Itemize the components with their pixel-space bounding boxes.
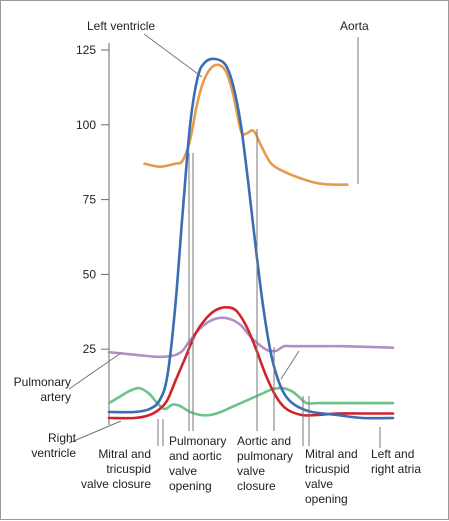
y-tick-label-100: 100 [76, 118, 96, 132]
y-tick-label-125: 125 [76, 43, 96, 57]
leader-pulmonary-artery [68, 352, 122, 390]
label-left-ventricle-line-1: Left ventricle [87, 19, 155, 33]
label-mitral-tricuspid-opening: Mitral and tricuspid valve opening [305, 447, 358, 506]
series-left-ventricle-line [107, 57, 395, 420]
label-mitral-tricuspid-closure-line-2: tricuspid [106, 462, 151, 476]
label-aortic-pulmonary-closure-line-4: closure [237, 479, 276, 493]
leader-closure-purple [280, 350, 300, 380]
label-pulmonary-artery-line-2: artery [40, 390, 71, 404]
label-right-ventricle-line-1: Right [48, 431, 77, 445]
label-aorta: Aorta [340, 19, 369, 33]
label-right-ventricle: Right ventricle [31, 431, 76, 460]
y-tick-label-75: 75 [83, 193, 97, 207]
y-tick-label-50: 50 [83, 267, 97, 281]
label-mitral-tricuspid-opening-line-2: tricuspid [305, 462, 350, 476]
label-pulmonary-aortic-opening-line-3: valve [169, 464, 197, 478]
label-pulmonary-artery: Pulmonary artery [14, 375, 71, 404]
label-left-right-atria-line-2: right atria [371, 462, 421, 476]
label-mitral-tricuspid-opening-line-1: Mitral and [305, 447, 358, 461]
label-aortic-pulmonary-closure-line-1: Aortic and [237, 434, 291, 448]
leader-right-ventricle [68, 420, 122, 444]
label-left-right-atria: Left and right atria [371, 447, 421, 476]
label-pulmonary-aortic-opening-line-2: and aortic [169, 449, 222, 463]
label-aortic-pulmonary-closure-line-3: valve [237, 464, 265, 478]
label-mitral-tricuspid-opening-line-3: valve [305, 477, 333, 491]
label-pulmonary-aortic-opening-line-4: opening [169, 479, 212, 493]
label-mitral-tricuspid-opening-line-4: opening [305, 492, 348, 506]
label-aortic-pulmonary-closure: Aortic and pulmonary valve closure [237, 434, 293, 493]
y-tick-label-25: 25 [83, 342, 97, 356]
series-aorta-line [143, 63, 349, 187]
label-mitral-tricuspid-closure: Mitral and tricuspid valve closure [81, 447, 151, 491]
label-mitral-tricuspid-closure-line-3: valve closure [81, 477, 151, 491]
leader-left-ventricle [143, 33, 203, 78]
label-aorta-line-1: Aorta [340, 19, 369, 33]
label-pulmonary-aortic-opening: Pulmonary and aortic valve opening [169, 434, 226, 493]
label-pulmonary-aortic-opening-line-1: Pulmonary [169, 434, 226, 448]
series-right-ventricle-line [107, 306, 395, 420]
label-pulmonary-artery-line-1: Pulmonary [14, 375, 71, 389]
label-mitral-tricuspid-closure-line-1: Mitral and [98, 447, 151, 461]
label-left-ventricle: Left ventricle [87, 19, 155, 33]
series-left-and-right-atria-line [107, 386, 395, 417]
label-aortic-pulmonary-closure-line-2: pulmonary [237, 449, 293, 463]
label-left-right-atria-line-1: Left and [371, 447, 414, 461]
label-right-ventricle-line-2: ventricle [31, 446, 76, 460]
series-pulmonary-artery-line [107, 316, 395, 359]
